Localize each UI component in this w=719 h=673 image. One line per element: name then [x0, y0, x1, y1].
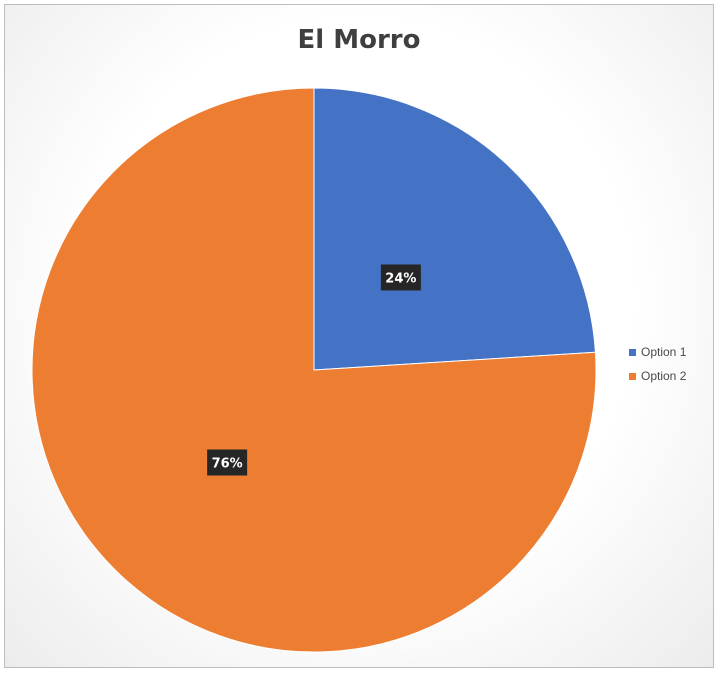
legend: Option 1 Option 2 [629, 345, 686, 393]
data-label-text-option-1: 24% [385, 271, 416, 286]
chart-area: El Morro 24% 76% Option 1 Option 2 [4, 4, 714, 668]
data-label-option-1: 24% [380, 264, 421, 291]
legend-item-option-2: Option 2 [629, 369, 686, 383]
data-label-text-option-2: 76% [212, 457, 243, 472]
legend-swatch-option-2 [629, 372, 636, 380]
pie-slice-option-1 [313, 87, 596, 371]
legend-swatch-option-1 [629, 348, 636, 356]
data-label-box-option-1 [380, 264, 421, 291]
data-label-option-2: 76% [207, 449, 248, 476]
legend-label-option-1: Option 1 [641, 345, 687, 359]
legend-item-option-1: Option 1 [629, 345, 686, 359]
data-label-box-option-2 [207, 449, 248, 476]
chart-title: El Morro [297, 25, 421, 55]
pie-chart: 24% 76% [31, 87, 597, 653]
legend-label-option-2: Option 2 [641, 369, 687, 383]
pie-slice-option-2 [31, 87, 597, 653]
